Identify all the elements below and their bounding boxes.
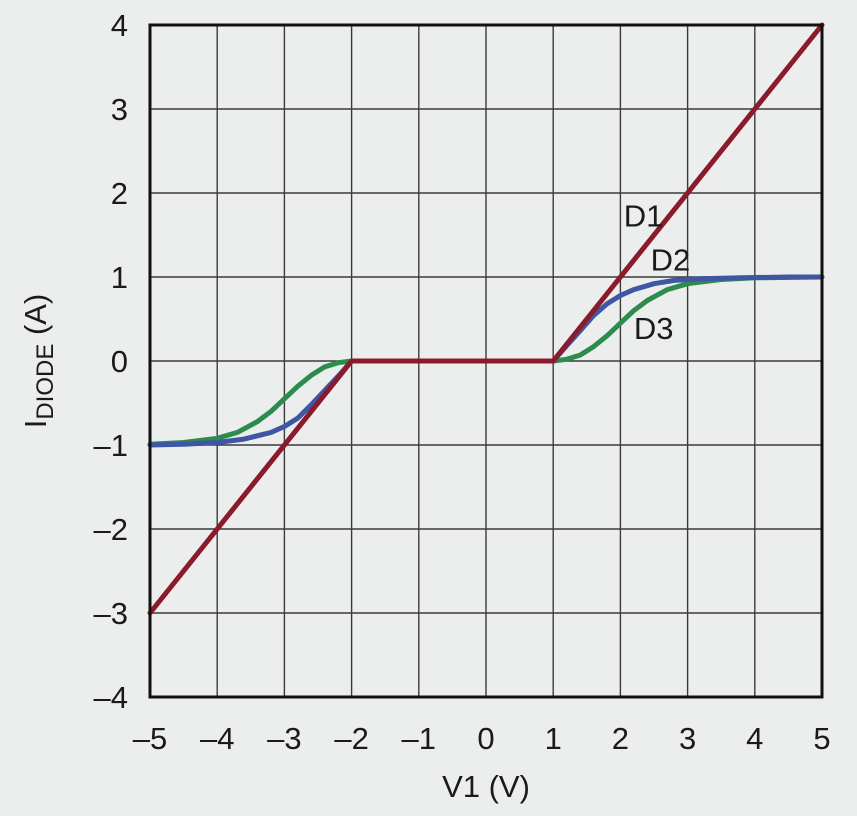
series-line-d1 [147,22,825,616]
x-tick-label: –3 [267,721,301,756]
y-tick-label: –3 [94,596,128,631]
x-tick-labels: –5 –4 –3 –2 –1 0 1 2 3 4 5 [133,721,831,756]
x-tick-label: –4 [200,721,234,756]
y-axis-title-main: I [18,420,53,429]
x-tick-label: 0 [477,721,494,756]
x-tick-label: 1 [545,721,562,756]
y-tick-label: 1 [111,260,128,295]
y-tick-label: 2 [111,176,128,211]
x-axis-title: V1 (V) [442,769,530,804]
series-label-d2: D2 [651,242,691,277]
y-axis-title-unit: (A) [18,294,53,344]
y-tick-label: –4 [94,680,128,715]
x-tick-label: 4 [746,721,763,756]
series-label-d3: D3 [634,311,674,346]
series-labels: D1 D2 D3 [624,199,691,347]
y-tick-label: 3 [111,92,128,127]
x-tick-label: 3 [679,721,696,756]
y-tick-label: –2 [94,512,128,547]
series-label-d1: D1 [624,199,664,234]
x-tick-label: –1 [402,721,436,756]
y-axis-title: IDIODE (A) [18,294,59,429]
y-axis-title-subscript: DIODE [32,344,59,420]
y-tick-label: 0 [111,344,128,379]
plot-frame [148,23,824,699]
y-tick-label: 4 [111,8,128,43]
y-tick-label: –1 [94,428,128,463]
y-tick-labels: –4 –3 –2 –1 0 1 2 3 4 [94,8,128,715]
x-tick-label: –5 [133,721,167,756]
x-tick-label: 5 [813,721,830,756]
x-tick-label: –2 [334,721,368,756]
x-tick-label: 2 [612,721,629,756]
series-layer [147,22,825,616]
